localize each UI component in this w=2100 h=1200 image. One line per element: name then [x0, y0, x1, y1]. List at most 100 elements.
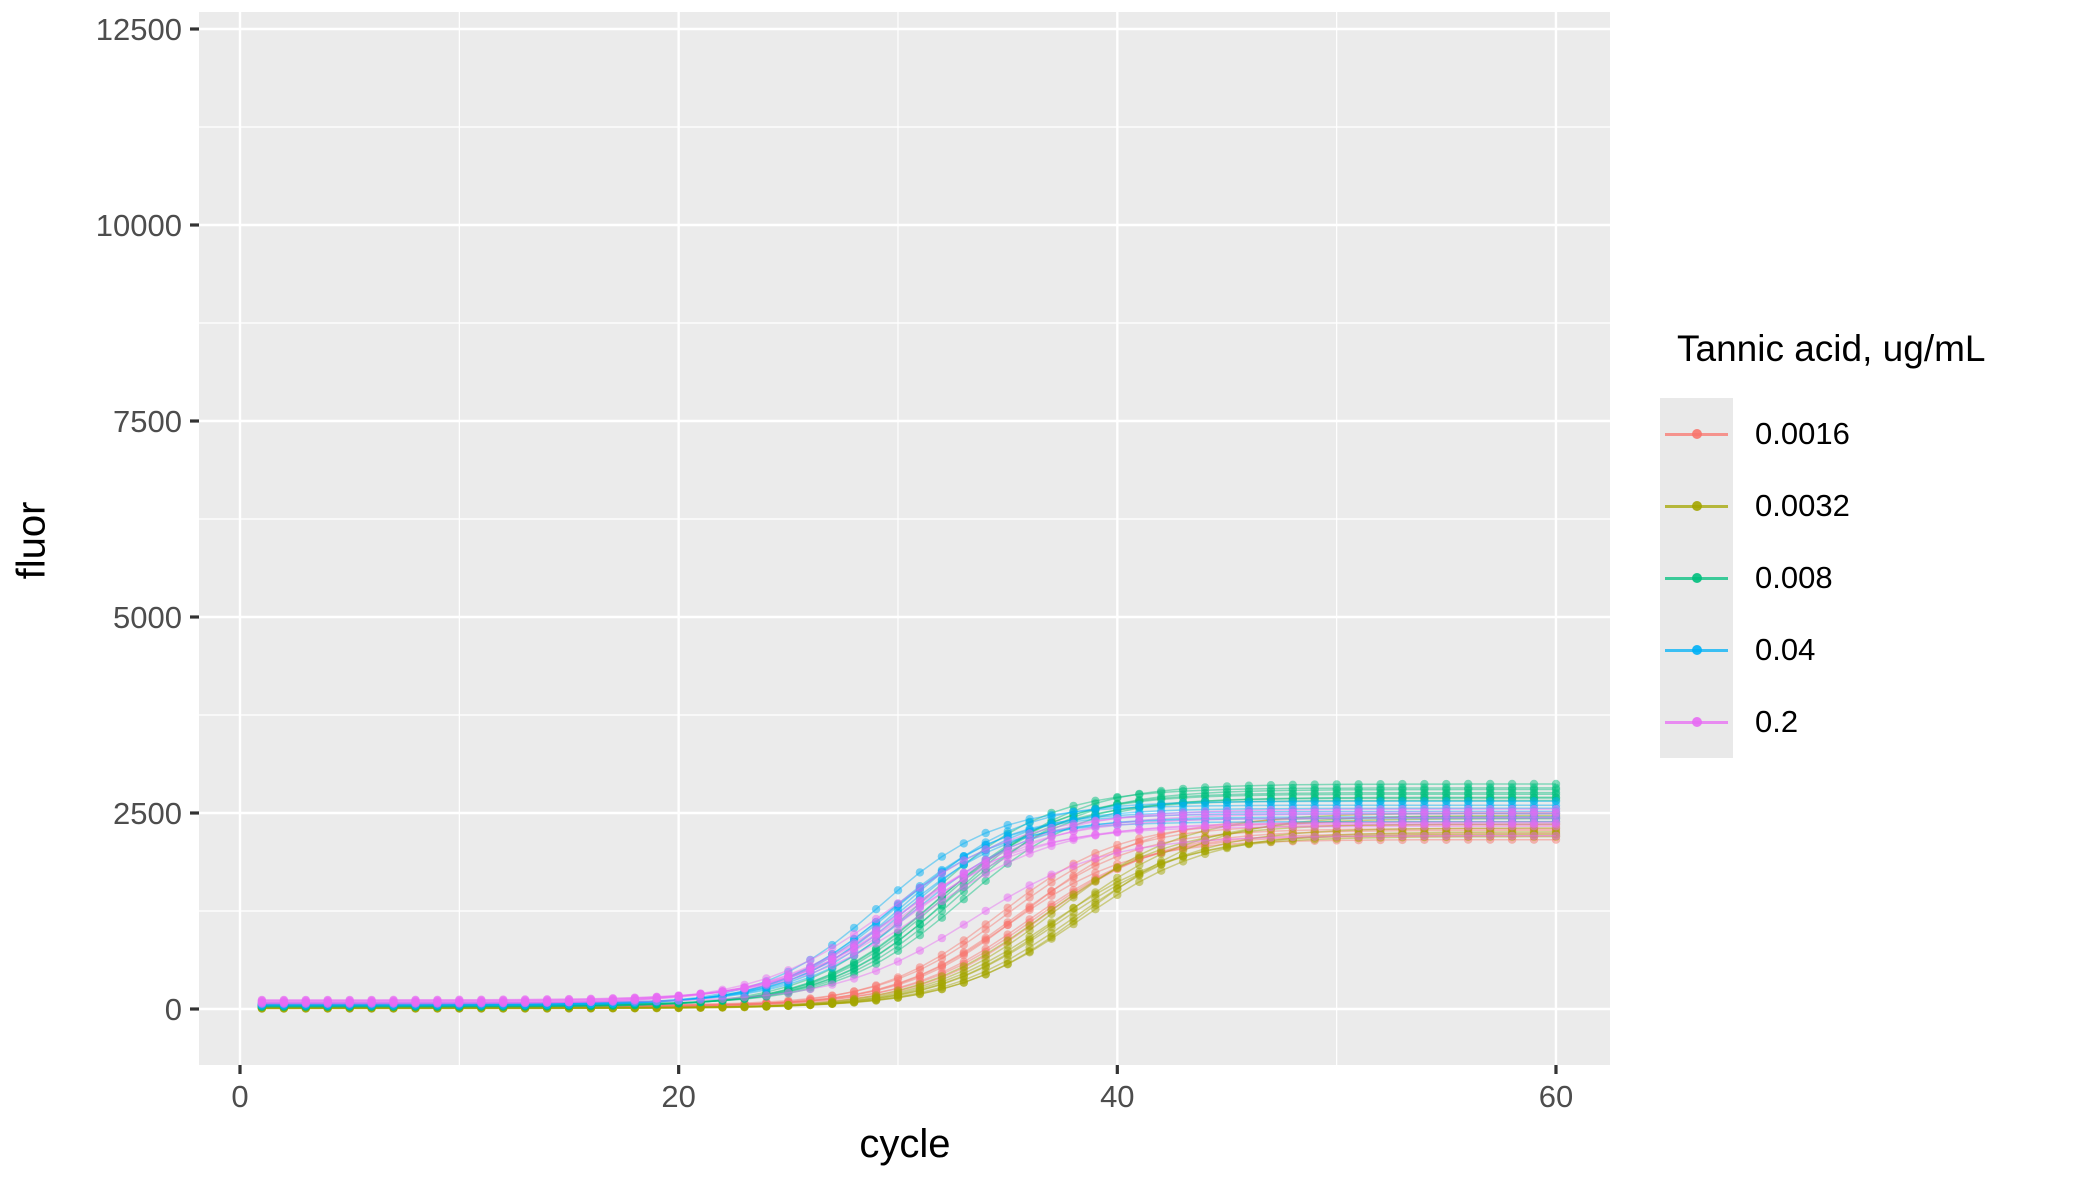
series-point: [279, 998, 289, 1007]
series-point: [915, 931, 925, 940]
series-point: [1551, 819, 1561, 829]
series-point: [937, 852, 947, 861]
y-tick-label: 10000: [96, 208, 182, 243]
series-point: [849, 946, 859, 956]
series-point: [1464, 831, 1473, 840]
series-point: [981, 970, 990, 979]
series-point: [915, 986, 925, 995]
series-point: [1442, 809, 1451, 819]
series-point: [1091, 854, 1100, 863]
series-point: [696, 989, 705, 998]
series-point: [1486, 790, 1495, 799]
series-point: [981, 925, 990, 934]
series-point: [1288, 820, 1298, 829]
y-axis-title: fluor: [9, 501, 54, 580]
series-point: [1047, 932, 1056, 942]
series-point: [1551, 790, 1561, 799]
series-point: [915, 911, 925, 920]
legend-item-0.04: 0.04: [1660, 614, 2090, 686]
series-point: [1069, 873, 1078, 882]
series-point: [1398, 809, 1407, 819]
series-point: [959, 868, 968, 877]
series-point: [828, 957, 837, 967]
series-point: [981, 906, 990, 916]
series-point: [1025, 887, 1034, 896]
series-point: [893, 886, 903, 895]
series-point: [367, 998, 376, 1007]
legend-item-label: 0.04: [1755, 632, 1816, 667]
legend-item-label: 0.0016: [1755, 416, 1850, 451]
series-point: [1003, 909, 1012, 918]
series-point: [1025, 921, 1034, 930]
x-tick-label: 0: [231, 1079, 248, 1114]
series-point: [1507, 790, 1517, 799]
series-point: [981, 876, 990, 885]
series-point: [564, 998, 574, 1007]
series-point: [1003, 918, 1012, 927]
series-point: [849, 987, 859, 996]
series-point: [1091, 861, 1100, 870]
series-point: [959, 882, 968, 892]
series-point: [915, 980, 925, 989]
series-point: [1025, 840, 1034, 849]
series-point: [1442, 819, 1451, 829]
series-point: [828, 970, 837, 979]
series-point: [1244, 791, 1254, 800]
series-point: [1003, 893, 1012, 902]
series-point: [937, 954, 947, 963]
series-point: [981, 950, 990, 959]
series-point: [1551, 831, 1561, 840]
series-point: [1047, 870, 1056, 879]
series-point: [959, 920, 968, 929]
series-point: [893, 899, 903, 908]
x-tick-labels: 0 20 40 60: [231, 1079, 1573, 1114]
series-point: [1200, 846, 1210, 856]
series-point: [1069, 890, 1078, 899]
legend-key-swatch: [1660, 686, 1733, 758]
series-point: [652, 996, 661, 1006]
series-point: [1376, 831, 1385, 841]
series-point: [1003, 936, 1012, 945]
legend-item-0.0032: 0.0032: [1660, 470, 2090, 542]
series-point: [1178, 822, 1188, 832]
series-point: [1047, 878, 1056, 887]
series-0.2: [257, 804, 1561, 1008]
series-point: [1157, 860, 1166, 869]
series-point: [1244, 820, 1254, 830]
series-point: [849, 974, 859, 983]
series-point: [1157, 814, 1166, 823]
series-point: [718, 994, 727, 1003]
x-tick-label: 60: [1539, 1079, 1573, 1114]
series-point: [1003, 820, 1012, 830]
series-point: [1025, 947, 1034, 956]
series-point: [740, 993, 749, 1002]
series-point: [1113, 827, 1122, 836]
series-point: [828, 943, 837, 953]
series-point: [915, 904, 925, 913]
series-point: [1003, 950, 1012, 960]
y-tick-labels: 0 2500 5000 7500 10000 12500: [96, 12, 182, 1027]
series-point: [1486, 819, 1495, 829]
series-point: [1222, 821, 1232, 830]
legend-item-0.0016: 0.0016: [1660, 398, 2090, 470]
series-point: [1069, 861, 1078, 870]
legend-key-swatch: [1660, 470, 1733, 542]
legend-item-label: 0.008: [1755, 560, 1833, 595]
series-point: [257, 998, 267, 1007]
series-point: [1222, 791, 1232, 801]
series-point: [1178, 852, 1188, 861]
series-point: [849, 997, 859, 1006]
series-point: [915, 965, 925, 975]
series-point: [937, 896, 947, 906]
series-point: [1354, 809, 1363, 819]
series-point: [1091, 822, 1100, 831]
series-point: [1113, 863, 1122, 873]
series-point: [1376, 809, 1385, 819]
series-point: [1113, 848, 1122, 857]
series-point: [762, 979, 771, 989]
series-point: [1157, 840, 1166, 850]
series-point: [762, 1002, 771, 1011]
series-point: [981, 845, 990, 854]
series-point: [1332, 790, 1341, 799]
